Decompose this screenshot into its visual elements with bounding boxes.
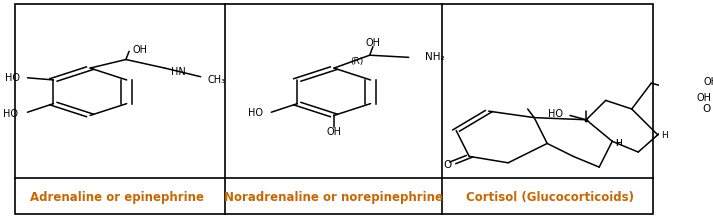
Text: OH: OH — [133, 45, 148, 55]
Text: CH₃: CH₃ — [207, 75, 225, 85]
Text: OH: OH — [366, 38, 381, 48]
Text: H: H — [615, 139, 622, 148]
Text: (R): (R) — [350, 57, 363, 66]
Text: OH: OH — [703, 77, 713, 87]
Text: HO: HO — [3, 109, 18, 119]
FancyBboxPatch shape — [15, 3, 652, 215]
Text: Adrenaline or epinephrine: Adrenaline or epinephrine — [30, 191, 204, 204]
Text: HO: HO — [248, 108, 263, 118]
Text: HO: HO — [548, 109, 563, 119]
Text: NH₂: NH₂ — [425, 52, 445, 62]
Text: OH: OH — [697, 93, 712, 103]
Text: HO: HO — [5, 73, 20, 83]
Text: Cortisol (Glucocorticoids): Cortisol (Glucocorticoids) — [466, 191, 635, 204]
Text: Noradrenaline or norepinephrine: Noradrenaline or norepinephrine — [224, 191, 443, 204]
Text: O: O — [443, 160, 451, 170]
Text: H: H — [615, 139, 622, 148]
Text: O: O — [702, 104, 710, 114]
Text: HN: HN — [171, 67, 186, 77]
Text: H: H — [661, 131, 668, 140]
Text: OH: OH — [327, 127, 342, 137]
